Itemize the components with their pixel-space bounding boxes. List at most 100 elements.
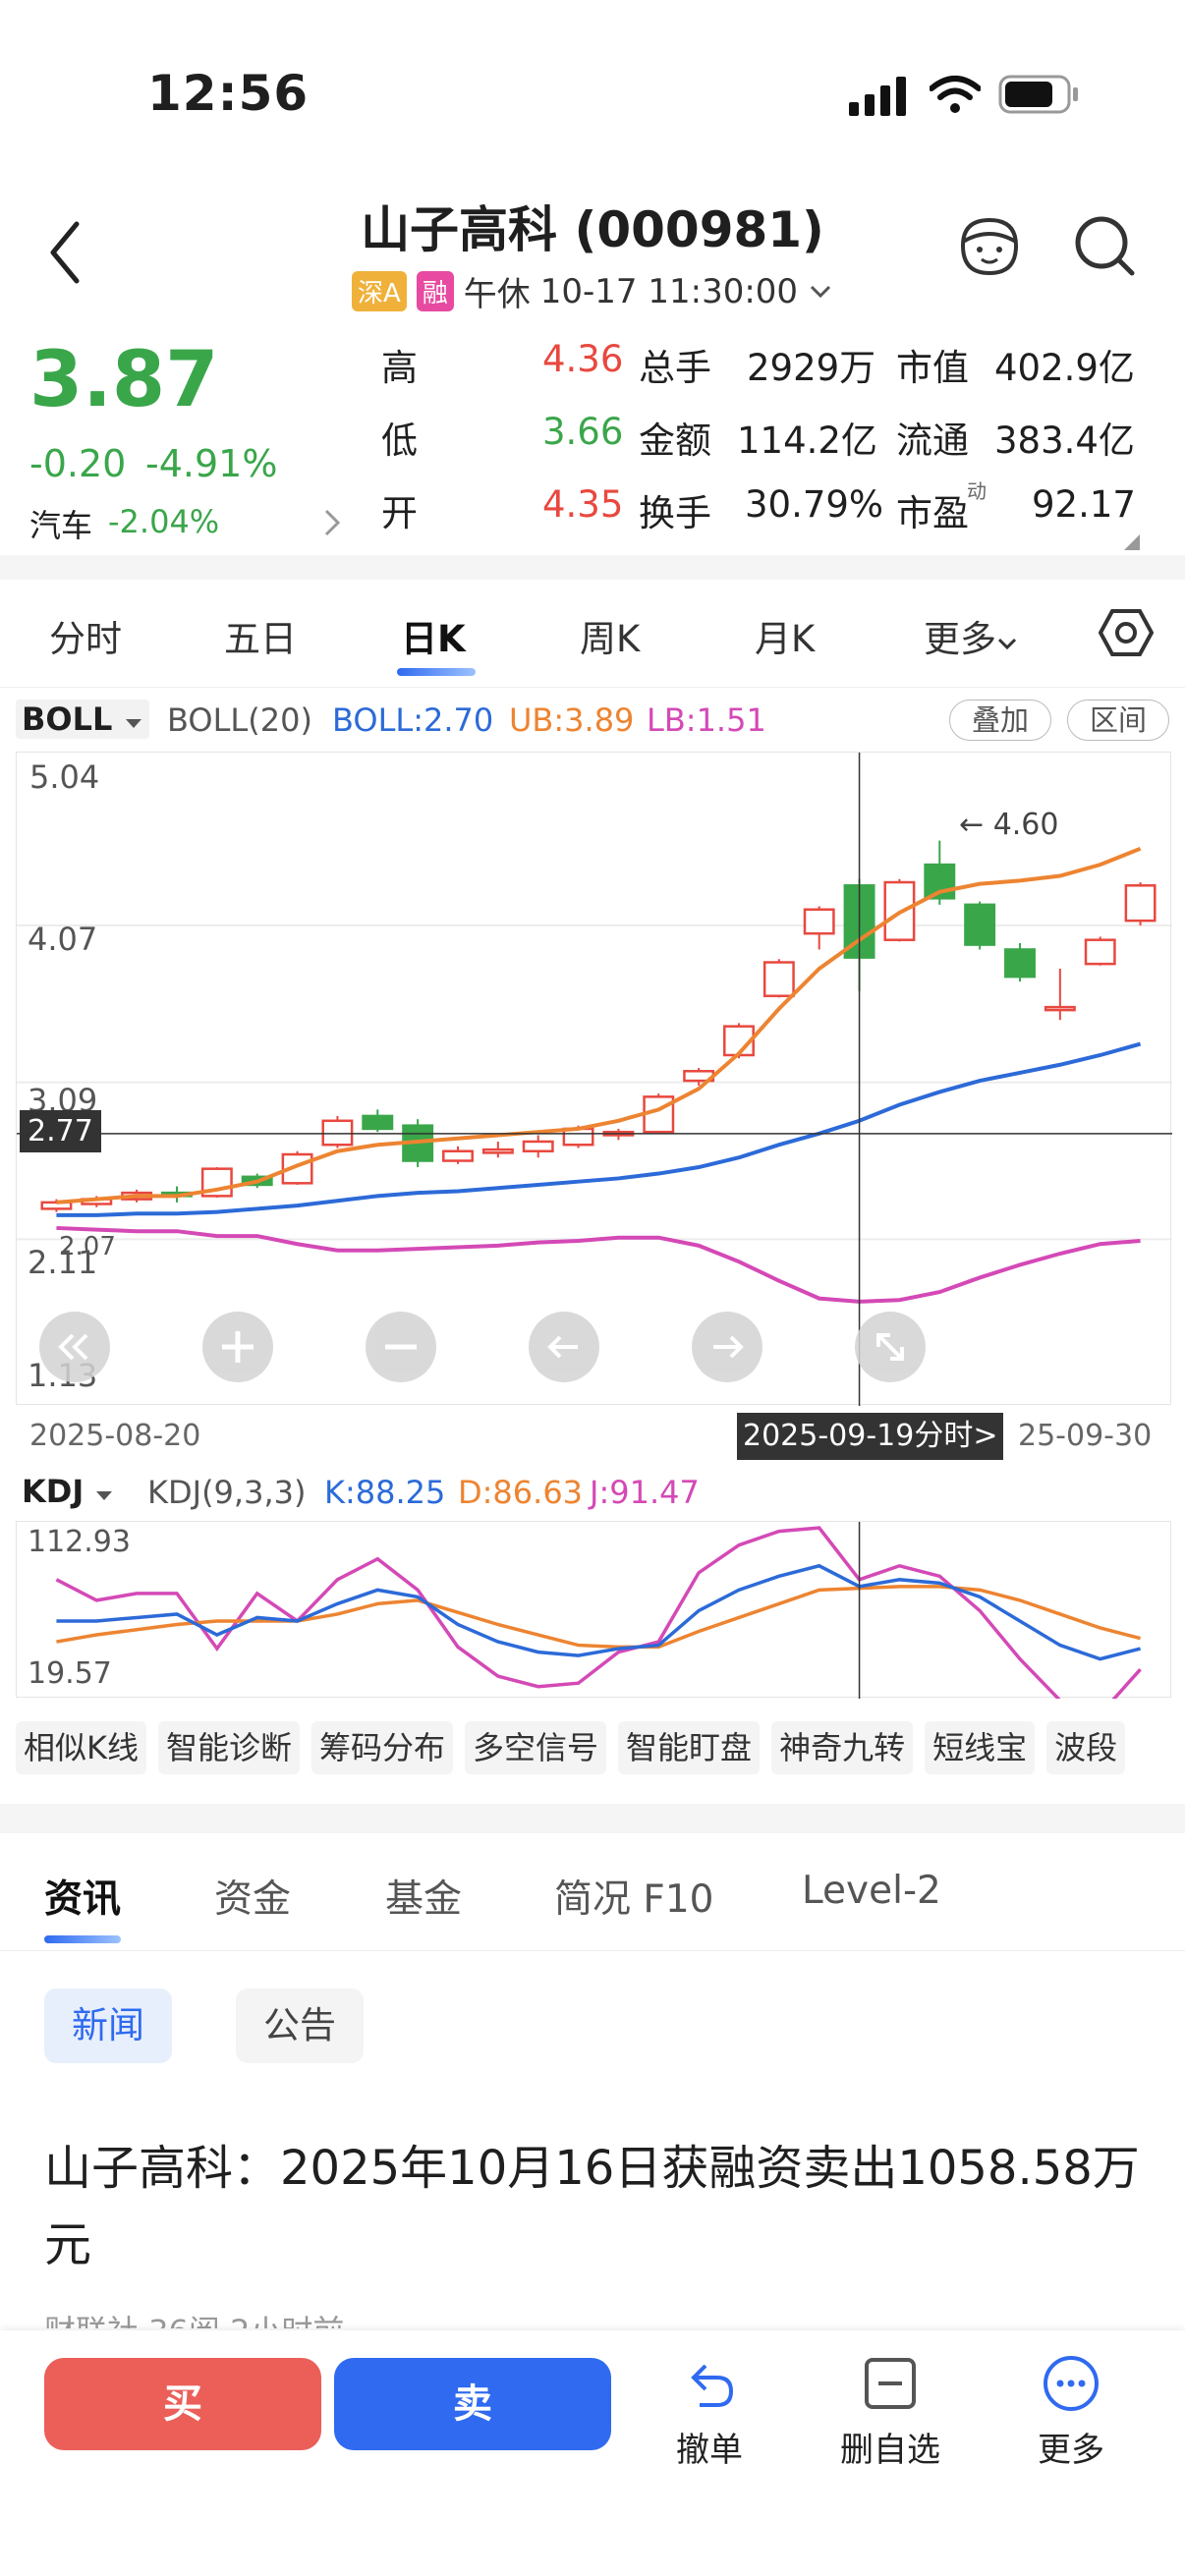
kdj-chart[interactable] [16,1521,1171,1699]
zoom-out-button[interactable] [366,1312,436,1382]
float-label: 流通 [896,420,969,462]
expand-corner-icon[interactable] [1124,534,1140,550]
candle-body [1084,938,1116,966]
section-divider [0,555,1185,580]
boll-ub-value: UB:3.89 [509,701,635,739]
candle-body [281,1152,313,1185]
kdj-j-value: J:91.47 [590,1474,700,1511]
kdj-params: KDJ(9,3,3) [147,1474,307,1511]
candle-body [321,1119,354,1147]
cancel-order-label: 撤单 [676,2431,743,2470]
kdj-selector[interactable]: KDJ [16,1472,120,1511]
cellular-signal-icon [849,77,906,116]
cancel-order-button[interactable]: 撤单 [641,2354,778,2471]
period-tabs: 分时 五日 日K 周K 月K 更多 [0,580,1185,688]
minus-icon [385,1344,417,1350]
amount-value: 114.2亿 [737,420,877,462]
tool-smart-watch[interactable]: 智能盯盘 [618,1721,761,1774]
zoom-in-button[interactable] [202,1312,273,1382]
tool-bull-bear-signal[interactable]: 多空信号 [465,1721,607,1774]
candle-body [442,1149,474,1162]
buy-button[interactable]: 买 [44,2358,321,2450]
chart-settings-icon[interactable] [1099,605,1154,660]
news-headline[interactable]: 山子高科：2025年10月16日获融资卖出1058.58万元 [44,2141,1140,2272]
mcap-label: 市值 [896,347,969,389]
kdj-y-top: 112.93 [28,1525,131,1559]
x-start-date: 2025-08-20 [29,1419,201,1453]
kdj-d-value: D:86.63 [458,1474,584,1511]
max-annotation-value: 4.60 [992,808,1059,842]
pe-sup: 动 [967,479,987,503]
stock-header: 山子高科 (000981) 深A 融 午休 10-17 11:30:00 [0,177,1185,324]
kline-chart[interactable] [16,752,1172,1406]
boll-ub-line [56,846,1142,1204]
boll-lb-line [56,1225,1141,1304]
tab-weekly-k[interactable]: 周K [580,618,641,660]
trade-bar: 买 卖 撤单 删自选 更多 [0,2330,1185,2576]
low-label: 低 [381,420,418,462]
tab-fund[interactable]: 基金 [385,1877,463,1922]
pan-right-button[interactable] [692,1312,762,1382]
undo-icon [691,2364,734,2407]
candle-body [362,1114,394,1131]
fullscreen-button[interactable] [855,1312,926,1382]
kdj-k-value: K:88.25 [324,1474,446,1511]
overlay-button[interactable]: 叠加 [949,700,1051,741]
tab-daily-k[interactable]: 日K [401,618,466,660]
search-icon[interactable] [1071,212,1140,281]
section-divider [0,1804,1185,1833]
kline-chart-svg [17,753,1172,1406]
kdj-indicator-row: KDJ KDJ(9,3,3) K:88.25 D:86.63 J:91.47 [16,1468,1171,1515]
mcap-value: 402.9亿 [994,347,1135,389]
tool-chip-distribution[interactable]: 筹码分布 [311,1721,454,1774]
tab-five-day[interactable]: 五日 [224,618,297,660]
tab-f10[interactable]: 简况 F10 [554,1877,714,1922]
market-status-line[interactable]: 深A 融 午休 10-17 11:30:00 [0,267,1185,315]
battery-icon [998,75,1078,114]
price-change: -0.20 [29,442,127,485]
assistant-avatar-icon[interactable] [955,212,1024,281]
chevron-right-icon[interactable] [322,505,342,540]
range-button[interactable]: 区间 [1067,700,1169,741]
more-dots-icon [1044,2356,1099,2411]
candle-body [1044,1005,1076,1012]
boll-mid-line [56,1041,1142,1217]
back-icon[interactable] [45,218,85,287]
chip-news[interactable]: 新闻 [44,1988,172,2063]
tab-news[interactable]: 资讯 [44,1877,122,1922]
pan-left-button[interactable] [529,1312,599,1382]
remove-watchlist-label: 删自选 [840,2431,940,2470]
boll-selector[interactable]: BOLL [16,700,149,739]
tool-magic-nine[interactable]: 神奇九转 [771,1721,914,1774]
more-actions-button[interactable]: 更多 [1002,2354,1140,2471]
tab-more[interactable]: 更多 [924,609,1018,662]
arrow-right-icon [713,1335,744,1359]
jump-start-button[interactable] [39,1312,110,1382]
kdj-selector-label: KDJ [22,1473,85,1510]
tab-funds[interactable]: 资金 [214,1877,292,1922]
tab-level2[interactable]: Level-2 [802,1869,941,1913]
chip-announcement[interactable]: 公告 [236,1988,364,2063]
active-tab-indicator [397,668,476,676]
tool-short-line[interactable]: 短线宝 [925,1721,1036,1774]
tool-smart-diagnosis[interactable]: 智能诊断 [158,1721,301,1774]
sector-name[interactable]: 汽车 [29,507,93,544]
open-value: 4.35 [542,483,624,526]
sector-change[interactable]: -2.04% [108,503,220,540]
quote-datetime: 10-17 11:30:00 [539,271,799,311]
expand-icon [876,1333,904,1361]
tab-monthly-k[interactable]: 月K [755,618,816,660]
quote-panel: 3.87 -0.20 -4.91% 汽车 -2.04% 高 4.36 低 3.6… [0,324,1185,555]
tool-wave[interactable]: 波段 [1046,1721,1126,1774]
chevron-down-icon [811,285,831,298]
market-tag: 深A [351,271,407,311]
wifi-icon [930,76,981,113]
analysis-tools: 相似K线 智能诊断 筹码分布 多空信号 智能盯盘 神奇九转 短线宝 波段 [16,1721,1185,1780]
crosshair-date-button[interactable]: 2025-09-19分时> [737,1413,1004,1460]
sell-button[interactable]: 卖 [334,2358,611,2450]
tab-more-label: 更多 [924,618,996,660]
tab-intraday[interactable]: 分时 [49,618,122,660]
remove-watchlist-button[interactable]: 删自选 [821,2354,959,2471]
volume-value: 2929万 [747,347,876,389]
tool-similar-k[interactable]: 相似K线 [16,1721,146,1774]
